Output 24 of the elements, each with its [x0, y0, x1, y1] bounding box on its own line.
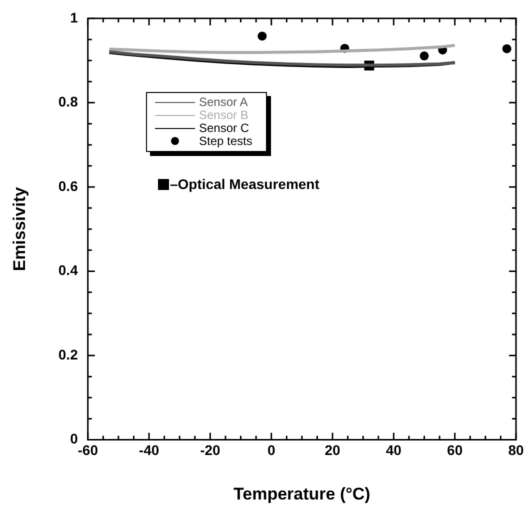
point [258, 32, 267, 41]
y-axis-title: Emissivity [10, 186, 29, 272]
y-tick-label: 0.8 [58, 94, 78, 110]
y-tick-label: 0.6 [58, 178, 78, 194]
y-tick-label: 0.4 [58, 262, 78, 278]
y-tick-label: 0 [70, 430, 78, 447]
x-axis-title: Temperature (°C) [234, 484, 370, 504]
point [420, 51, 429, 60]
legend-label: Sensor C [199, 121, 250, 135]
x-tick-label: -40 [138, 442, 160, 458]
x-tick-label: -20 [200, 442, 221, 458]
legend-label: –Optical Measurement [170, 176, 320, 192]
legend-label: Step tests [199, 134, 252, 148]
x-tick-label: 0 [267, 442, 276, 458]
y-tick-label: 1 [70, 9, 78, 26]
x-tick-label: -60 [78, 442, 98, 458]
point [502, 44, 512, 54]
x-tick-label: 60 [447, 442, 463, 458]
x-tick-label: 80 [508, 442, 524, 458]
x-tick-label: 20 [324, 442, 341, 458]
x-tick-label: 40 [386, 442, 402, 458]
legend-label: Sensor B [199, 108, 248, 122]
y-tick-label: 0.2 [58, 346, 78, 362]
legend-label: Sensor A [199, 95, 248, 109]
